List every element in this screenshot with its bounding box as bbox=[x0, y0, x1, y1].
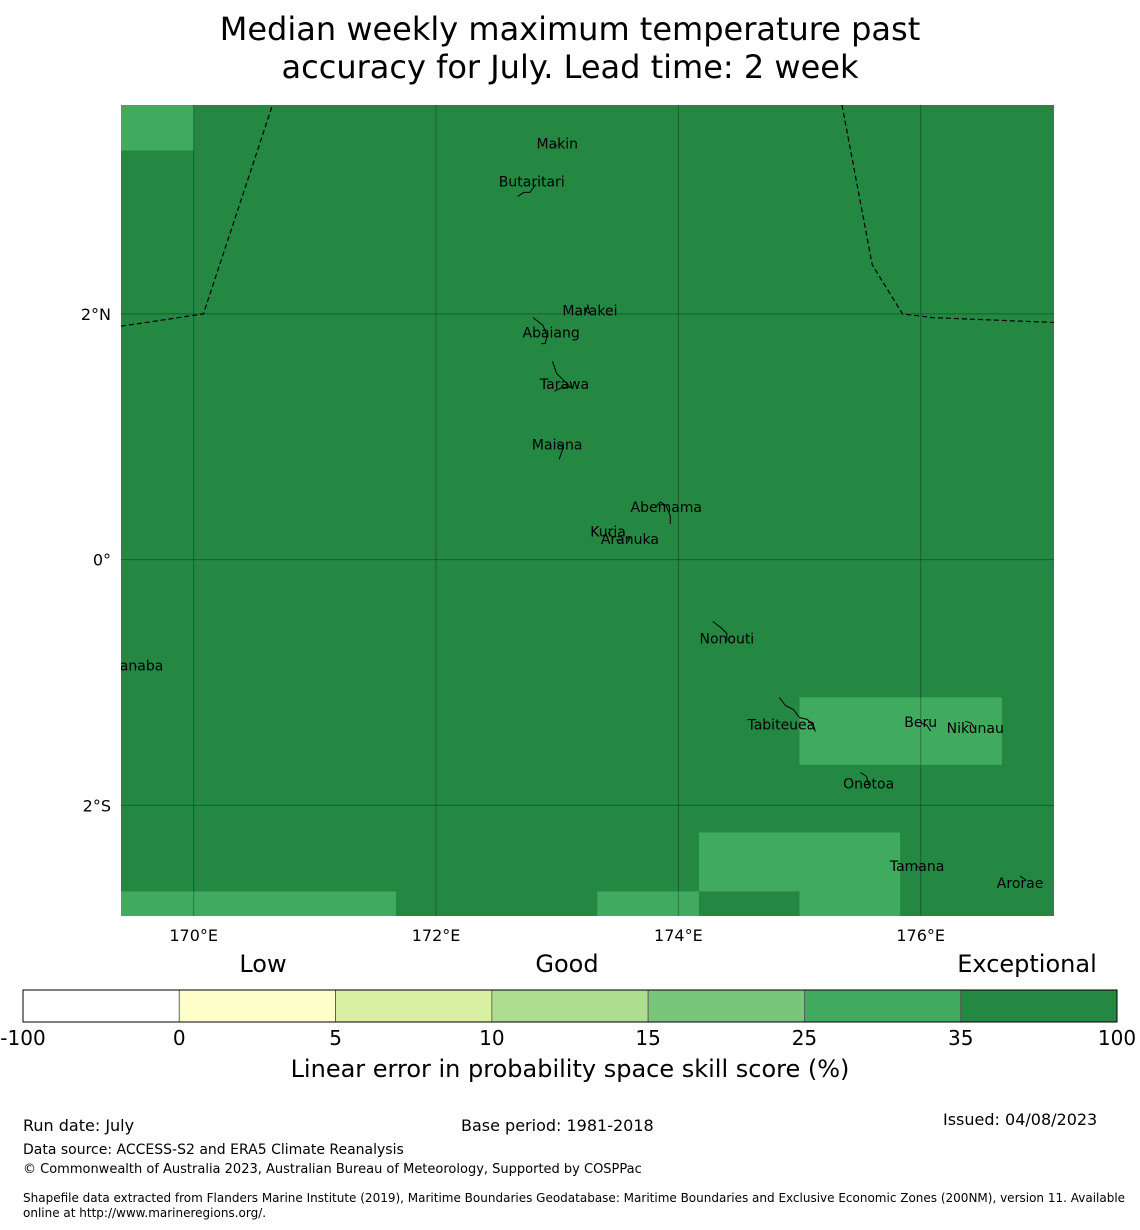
island-outline bbox=[532, 317, 548, 345]
colorbar-tick-label: 35 bbox=[948, 1026, 973, 1050]
place-label: Tamana bbox=[889, 859, 944, 875]
place-label: Butaritari bbox=[499, 174, 565, 190]
island-outline bbox=[517, 184, 537, 197]
title-line-1: Median weekly maximum temperature past bbox=[219, 10, 921, 48]
place-label: Nonouti bbox=[699, 632, 754, 648]
island-outline bbox=[712, 621, 728, 642]
colorbar-axis-label: Linear error in probability space skill … bbox=[291, 1055, 850, 1083]
lon-tick-label: 170°E bbox=[169, 926, 218, 945]
lon-tick-label: 176°E bbox=[896, 926, 945, 945]
data-source: Data source: ACCESS-S2 and ERA5 Climate … bbox=[23, 1142, 404, 1158]
island-outline bbox=[585, 303, 591, 315]
place-label: Abemama bbox=[631, 500, 703, 516]
colorbar-tick-label: 10 bbox=[479, 1026, 504, 1050]
place-label: Kuria bbox=[590, 525, 626, 541]
skill-cell bbox=[597, 891, 699, 916]
lat-tick-label: 0° bbox=[93, 551, 111, 570]
plot-content: Makin Butaritari Marakei Abaiang Tarawa Maian… bbox=[110, 105, 1054, 916]
island-outline bbox=[615, 537, 631, 543]
island-outline bbox=[554, 143, 558, 147]
colorbar-bin bbox=[178, 989, 336, 1023]
colorbar-tick-label: 100 bbox=[1098, 1026, 1136, 1050]
colorbar-tick-label: 15 bbox=[635, 1026, 660, 1050]
skill-cell bbox=[121, 105, 194, 151]
island-outline bbox=[920, 722, 932, 732]
map-layer: Makin Butaritari Marakei Abaiang Tarawa Maian… bbox=[81, 105, 1054, 945]
colorbar-category-label: Good bbox=[535, 950, 598, 978]
skill-background bbox=[121, 105, 1054, 916]
skill-map: Makin Butaritari Marakei Abaiang Tarawa Maian… bbox=[0, 105, 1136, 1083]
colorbar-tick-label: 25 bbox=[792, 1026, 817, 1050]
lat-tick-label: 2°S bbox=[83, 796, 111, 815]
place-label: Abaiang bbox=[523, 326, 580, 342]
place-label: Arorae bbox=[997, 876, 1044, 892]
colorbar-frame bbox=[22, 989, 1118, 1023]
colorbar-bin bbox=[960, 989, 1118, 1023]
lat-tick-label: 2°N bbox=[81, 305, 111, 324]
place-label: Tarawa bbox=[539, 377, 589, 393]
island-outline bbox=[779, 697, 816, 732]
colorbar-bin bbox=[491, 989, 649, 1023]
colorbar-bin bbox=[22, 989, 180, 1023]
island-outline bbox=[1019, 875, 1027, 881]
eez-boundary-line bbox=[121, 105, 274, 327]
colorbar-category-label: Exceptional bbox=[957, 950, 1097, 978]
place-label: Maiana bbox=[532, 437, 583, 453]
lon-tick-label: 174°E bbox=[654, 926, 703, 945]
shapefile-credit-line-1: Shapefile data extracted from Flanders M… bbox=[23, 1191, 1126, 1205]
colorbar-tick-label: 0 bbox=[173, 1026, 186, 1050]
colorbar-category-label: Low bbox=[239, 950, 286, 978]
island-outline bbox=[965, 720, 976, 730]
colorbar-bin bbox=[335, 989, 493, 1023]
colorbar-tick-label: 5 bbox=[329, 1026, 342, 1050]
place-label: Aranuka bbox=[601, 532, 659, 548]
colorbar-legend: -100 0 5 10 15 25 35 100 Low Good Exceptional Linea… bbox=[0, 950, 1136, 1083]
skill-cell bbox=[799, 697, 1002, 765]
lon-tick-label: 172°E bbox=[412, 926, 461, 945]
place-label: Beru bbox=[904, 715, 937, 731]
colorbar-tick-label: -100 bbox=[0, 1026, 45, 1050]
run-date: Run date: July bbox=[23, 1116, 135, 1135]
colorbar-bin bbox=[804, 989, 962, 1023]
island-outline bbox=[552, 361, 572, 392]
place-label: Marakei bbox=[562, 303, 617, 319]
map-title: Median weekly maximum temperature past a… bbox=[0, 10, 1140, 86]
shapefile-credit-line-2: online at http://www.marineregions.org/. bbox=[23, 1206, 267, 1220]
issued-date: Issued: 04/08/2023 bbox=[943, 1110, 1098, 1129]
skill-cell bbox=[121, 891, 397, 916]
title-line-2: accuracy for July. Lead time: 2 week bbox=[281, 48, 859, 86]
place-label: Makin bbox=[536, 136, 578, 152]
place-label: Banaba bbox=[110, 659, 163, 675]
copyright-notice: © Commonwealth of Australia 2023, Austra… bbox=[23, 1162, 642, 1177]
base-period: Base period: 1981-2018 bbox=[461, 1116, 654, 1135]
place-label: Onotoa bbox=[843, 777, 894, 793]
skill-cell bbox=[698, 891, 800, 916]
island-outline bbox=[860, 772, 870, 785]
eez-boundary-line bbox=[841, 105, 1054, 324]
island-outline bbox=[607, 532, 617, 538]
place-label: Tabiteuea bbox=[746, 718, 815, 734]
place-label: Nikunau bbox=[947, 721, 1004, 737]
colorbar-bin bbox=[647, 989, 805, 1023]
island-outline bbox=[653, 501, 671, 524]
island-outline bbox=[556, 442, 564, 460]
